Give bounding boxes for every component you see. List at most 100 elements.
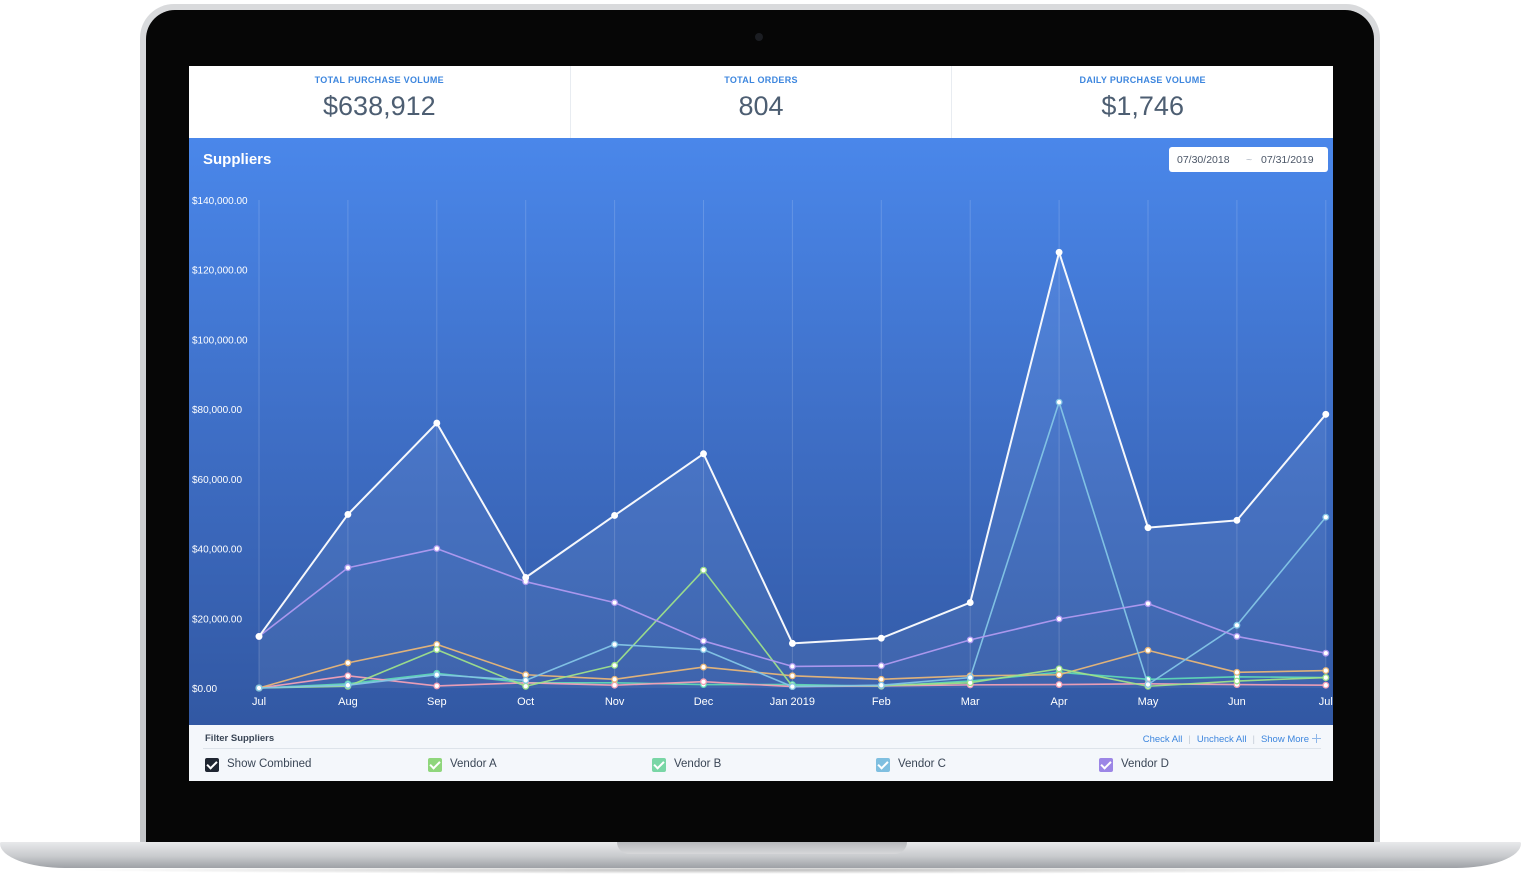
data-point xyxy=(1322,410,1330,418)
data-point xyxy=(788,672,796,680)
filter-suppliers: Filter Suppliers Check All | Uncheck All | S… xyxy=(189,725,1333,781)
checkbox-checked-icon[interactable] xyxy=(876,758,890,772)
date-to-input[interactable]: 07/31/2019 xyxy=(1261,154,1314,166)
stat-value: $1,746 xyxy=(1101,91,1184,121)
panel-title: Suppliers xyxy=(203,151,272,168)
stat-label: TOTAL PURCHASE VOLUME xyxy=(314,75,444,85)
x-tick-label: Aug xyxy=(338,696,358,708)
data-point xyxy=(1322,513,1330,521)
suppliers-chart[interactable]: Jul Aug Sep Oct Nov Dec Jan 2019 Feb Mar Apr May Ju… xyxy=(189,138,1333,725)
data-point xyxy=(611,512,619,519)
show-more-link[interactable]: Show More xyxy=(1261,734,1321,745)
data-point xyxy=(1144,524,1152,532)
data-point xyxy=(877,662,885,670)
suppliers-panel: Jul Aug Sep Oct Nov Dec Jan 2019 Feb Mar Apr May Ju… xyxy=(189,138,1333,725)
checkbox-checked-icon[interactable] xyxy=(205,758,219,772)
data-point xyxy=(433,646,441,654)
divider xyxy=(203,748,1321,749)
data-point xyxy=(344,672,352,680)
data-point xyxy=(700,566,707,574)
divider: | xyxy=(1252,734,1255,745)
data-point xyxy=(1322,681,1330,689)
checkbox-label: Vendor A xyxy=(450,758,497,770)
filter-actions: Check All | Uncheck All | Show More xyxy=(1143,733,1321,745)
checkbox-label: Vendor B xyxy=(674,758,722,770)
data-point xyxy=(700,450,707,458)
checkbox-label: Show Combined xyxy=(227,758,312,770)
data-point xyxy=(1322,674,1330,681)
data-point xyxy=(1233,632,1241,640)
data-point xyxy=(788,639,796,647)
y-tick-label: $140,000.00 xyxy=(192,196,248,207)
checkbox-checked-icon[interactable] xyxy=(428,758,442,772)
x-tick-label: Mar xyxy=(961,696,980,708)
checkbox-label: Vendor C xyxy=(898,758,946,770)
data-point xyxy=(1144,600,1152,608)
data-point xyxy=(700,678,707,686)
y-tick-label: $80,000.00 xyxy=(192,405,242,416)
data-point xyxy=(1233,668,1241,676)
data-point xyxy=(344,564,352,572)
data-point xyxy=(700,646,707,654)
data-point xyxy=(1144,681,1152,688)
data-point xyxy=(1322,649,1330,657)
data-point xyxy=(877,675,885,683)
data-point xyxy=(611,675,619,683)
data-point xyxy=(344,510,352,518)
data-point xyxy=(877,681,885,689)
checkbox-label: Vendor D xyxy=(1121,758,1169,770)
data-point xyxy=(1233,621,1241,629)
data-point xyxy=(1055,671,1063,679)
data-point xyxy=(522,574,530,581)
x-tick-label: Apr xyxy=(1051,696,1068,708)
date-range-picker[interactable]: 07/30/2018 ~ 07/31/2019 xyxy=(1169,147,1328,172)
x-tick-label: Sep xyxy=(427,696,447,708)
data-point xyxy=(1055,248,1063,256)
y-tick-label: $120,000.00 xyxy=(192,266,248,277)
data-point xyxy=(522,682,530,690)
data-point xyxy=(611,640,619,648)
stat-total-purchase-volume: TOTAL PURCHASE VOLUME $638,912 xyxy=(189,66,571,138)
data-point xyxy=(611,681,619,689)
stats-bar: TOTAL PURCHASE VOLUME $638,912 TOTAL ORD… xyxy=(189,66,1333,138)
laptop-shadow xyxy=(60,866,1460,874)
x-tick-label: Jun xyxy=(1228,696,1246,708)
y-tick-label: $100,000.00 xyxy=(192,335,248,346)
divider: | xyxy=(1188,734,1191,745)
uncheck-all-link[interactable]: Uncheck All xyxy=(1196,734,1247,745)
data-point xyxy=(700,663,707,671)
stat-label: DAILY PURCHASE VOLUME xyxy=(1079,75,1206,85)
y-tick-label: $0.00 xyxy=(192,684,217,695)
check-all-link[interactable]: Check All xyxy=(1142,734,1183,745)
data-point xyxy=(966,599,974,607)
data-point xyxy=(1055,398,1063,406)
data-point xyxy=(433,545,441,553)
stat-value: $638,912 xyxy=(323,91,436,121)
data-point xyxy=(344,681,352,689)
data-point xyxy=(1055,665,1063,673)
x-tick-label: Dec xyxy=(694,696,714,708)
data-point xyxy=(1322,667,1330,675)
stat-daily-purchase-volume: DAILY PURCHASE VOLUME $1,746 xyxy=(952,66,1333,138)
x-tick-label: Feb xyxy=(872,696,891,708)
data-point xyxy=(788,662,796,670)
y-tick-label: $40,000.00 xyxy=(192,545,242,556)
stat-total-orders: TOTAL ORDERS 804 xyxy=(571,66,953,138)
checkbox-checked-icon[interactable] xyxy=(1099,758,1113,772)
data-point xyxy=(966,674,974,681)
data-point xyxy=(1233,677,1241,685)
data-point xyxy=(344,659,352,667)
checkbox-checked-icon[interactable] xyxy=(652,758,666,772)
data-point xyxy=(611,661,619,669)
data-point xyxy=(255,684,263,692)
date-from-input[interactable]: 07/30/2018 xyxy=(1177,154,1230,166)
x-tick-label: Jan 2019 xyxy=(770,696,815,708)
x-tick-label: Nov xyxy=(605,696,625,708)
stat-value: 804 xyxy=(738,91,784,121)
data-point xyxy=(433,682,441,690)
data-point xyxy=(433,419,441,427)
filter-title: Filter Suppliers xyxy=(205,733,275,744)
data-point xyxy=(522,676,530,684)
data-point xyxy=(255,632,263,640)
data-point xyxy=(433,671,441,679)
